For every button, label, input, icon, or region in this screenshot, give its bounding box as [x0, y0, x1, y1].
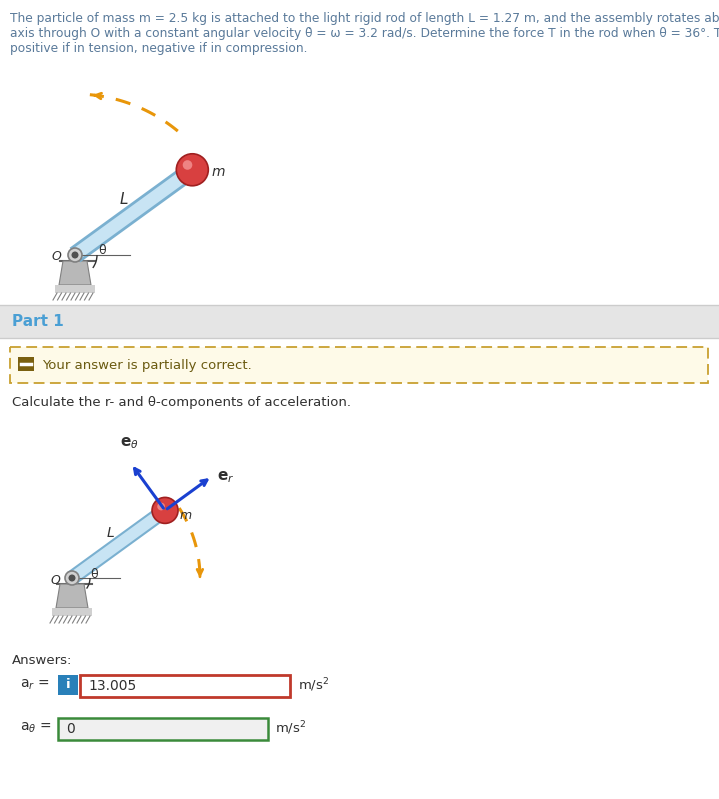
- Text: Your answer is partially correct.: Your answer is partially correct.: [42, 359, 252, 372]
- Bar: [0, 305, 719, 338]
- FancyBboxPatch shape: [58, 718, 268, 740]
- Circle shape: [183, 160, 192, 169]
- FancyBboxPatch shape: [10, 347, 708, 383]
- Bar: [58, 675, 78, 695]
- Text: a$_r$ =: a$_r$ =: [20, 678, 50, 692]
- Text: Answers:: Answers:: [12, 654, 73, 667]
- Circle shape: [71, 252, 78, 259]
- Text: Part 1: Part 1: [12, 315, 64, 329]
- Text: θ: θ: [99, 244, 106, 257]
- Text: m/s$^2$: m/s$^2$: [298, 676, 329, 694]
- Text: L: L: [120, 192, 129, 207]
- Bar: [0, 338, 719, 799]
- Text: O: O: [51, 251, 61, 264]
- Bar: [55, 285, 95, 293]
- Text: e$_\theta$: e$_\theta$: [119, 435, 138, 451]
- Circle shape: [65, 571, 79, 585]
- Text: i: i: [65, 678, 70, 691]
- Text: Calculate the r- and θ-components of acceleration.: Calculate the r- and θ-components of acc…: [12, 396, 351, 409]
- Text: m/s$^2$: m/s$^2$: [275, 719, 306, 737]
- Bar: [52, 608, 92, 616]
- Text: a$_\theta$ =: a$_\theta$ =: [20, 721, 52, 735]
- Circle shape: [68, 248, 82, 262]
- Text: θ: θ: [90, 569, 98, 582]
- Bar: [18, 357, 34, 371]
- Text: O: O: [50, 574, 60, 586]
- FancyBboxPatch shape: [80, 675, 290, 697]
- Text: m: m: [211, 165, 225, 179]
- Text: The particle of mass m = 2.5 kg is attached to the light rigid rod of length L =: The particle of mass m = 2.5 kg is attac…: [10, 12, 719, 25]
- Text: 13.005: 13.005: [88, 679, 136, 693]
- Text: 0: 0: [66, 722, 75, 736]
- Text: L: L: [106, 526, 114, 540]
- Bar: [0, 0, 719, 305]
- Polygon shape: [59, 261, 91, 285]
- Circle shape: [157, 503, 165, 511]
- Circle shape: [176, 153, 209, 186]
- Circle shape: [152, 498, 178, 523]
- Circle shape: [68, 574, 75, 582]
- Text: axis through O with a constant angular velocity θ̇ = ω = 3.2 rad/s. Determine th: axis through O with a constant angular v…: [10, 27, 719, 40]
- Text: m: m: [180, 509, 192, 522]
- Text: e$_r$: e$_r$: [217, 470, 234, 485]
- Text: positive if in tension, negative if in compression.: positive if in tension, negative if in c…: [10, 42, 308, 55]
- Polygon shape: [56, 584, 88, 608]
